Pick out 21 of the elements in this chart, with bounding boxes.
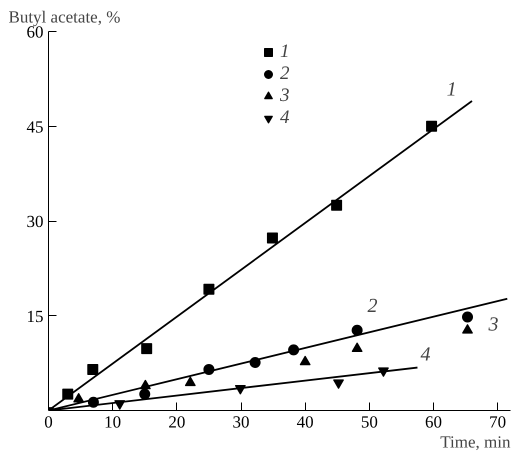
x-tick-label: 40 (296, 412, 314, 432)
x-tick-label: 10 (104, 412, 122, 432)
y-tick-label: 45 (26, 117, 44, 136)
annotation: 4 (420, 344, 430, 366)
legend-label: 3 (280, 85, 290, 107)
y-axis-title: Butyl acetate, % (8, 8, 120, 26)
x-axis-title: Time, min (440, 432, 511, 451)
legend-label: 2 (280, 63, 290, 85)
annotation: 2 (368, 295, 378, 318)
y-tick-label: 30 (26, 212, 44, 231)
x-tick-label: 0 (44, 412, 53, 432)
legend-label: 4 (280, 107, 290, 129)
y-tick-label: 15 (26, 306, 44, 326)
x-tick-label: 70 (489, 412, 506, 432)
x-tick-label: 50 (360, 412, 378, 432)
x-tick-label: 30 (232, 412, 250, 432)
x-tick-label: 20 (168, 412, 186, 432)
annotation: 1 (446, 78, 457, 100)
annotation: 3 (488, 313, 499, 336)
x-tick-label: 60 (425, 412, 442, 432)
legend-label: 1 (280, 41, 290, 63)
